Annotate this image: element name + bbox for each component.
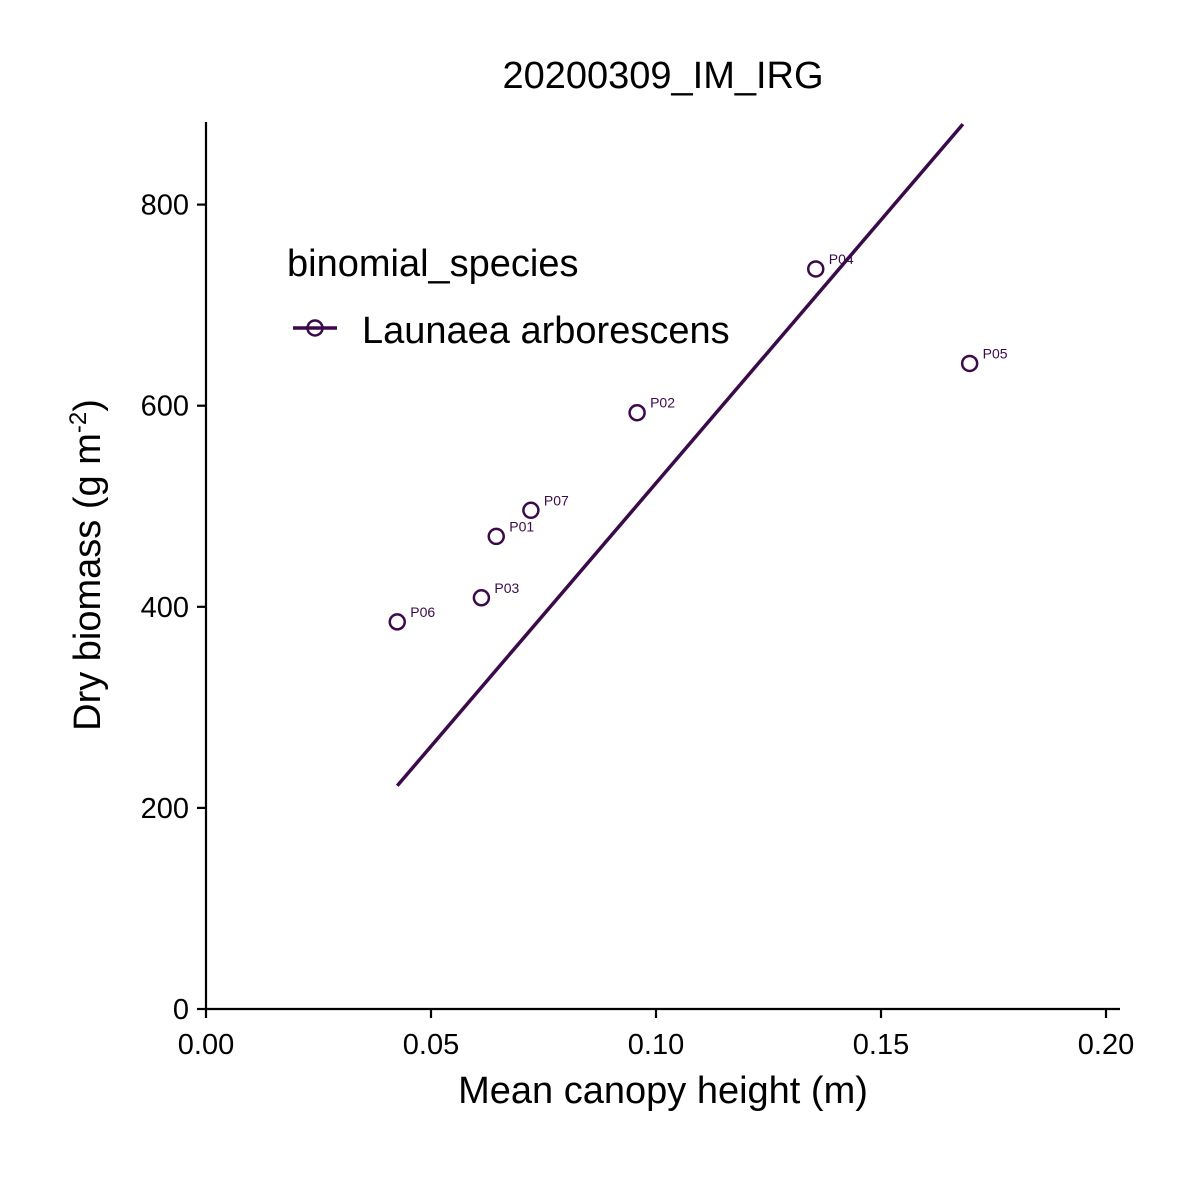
chart-title: 20200309_IM_IRG [502, 55, 823, 97]
y-axis-title-main: Dry biomass (g m [67, 433, 109, 731]
data-point [960, 354, 979, 373]
y-tick-label: 600 [141, 391, 189, 423]
point-label: P03 [494, 580, 519, 596]
data-point [388, 613, 406, 631]
point-label: P06 [410, 604, 435, 620]
axes [204, 122, 1120, 1011]
point-label: P02 [650, 395, 675, 411]
x-axis-title: Mean canopy height (m) [458, 1070, 868, 1112]
x-tick-label: 0.10 [628, 1029, 684, 1061]
data-point [522, 501, 540, 520]
data-point [472, 589, 491, 607]
y-axis-title-end: ) [67, 399, 109, 412]
data-point [807, 260, 825, 278]
legend-key-marker [306, 319, 324, 337]
y-tick-label: 800 [141, 190, 189, 222]
point-label: P04 [829, 251, 854, 267]
x-tick-label: 0.05 [403, 1029, 459, 1061]
legend-label: Launaea arborescens [362, 310, 730, 352]
data-point [487, 527, 505, 546]
x-tick-label: 0.00 [178, 1029, 234, 1061]
y-tick-label: 400 [141, 592, 189, 624]
y-axis-title-sup: -2 [65, 412, 92, 433]
legend-title: binomial_species [287, 243, 579, 285]
x-tick-label: 0.20 [1078, 1029, 1134, 1061]
y-tick-label: 200 [141, 793, 189, 825]
point-label: P01 [509, 518, 534, 534]
data-point [628, 403, 646, 422]
point-label: P05 [983, 345, 1008, 361]
x-tick-label: 0.15 [853, 1029, 909, 1061]
y-ticks: 0 200 400 600 800 [141, 190, 206, 1026]
regression-line [395, 123, 965, 787]
legend: binomial_species Launaea arborescens [287, 243, 730, 352]
point-label: P07 [544, 492, 569, 508]
x-ticks: 0.00 0.05 0.10 0.15 0.20 [178, 1009, 1134, 1061]
y-tick-label: 0 [173, 994, 189, 1026]
data-points [388, 260, 979, 631]
fit-lines [395, 123, 965, 787]
y-axis-title: Dry biomass (g m-2) [65, 399, 109, 731]
point-labels: P01 P02 P03 P04 P05 P06 P07 [410, 251, 1008, 620]
